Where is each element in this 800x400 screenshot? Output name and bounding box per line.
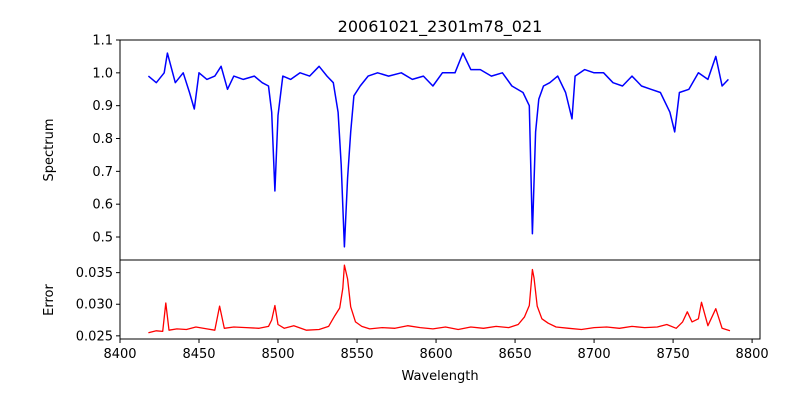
wavelength-x-tick-label: 8600: [420, 347, 453, 362]
error-ylabel: Error: [42, 284, 57, 316]
spectrum-y-tick-label: 0.5: [92, 231, 113, 246]
error-y-tick-label: 0.025: [76, 329, 113, 344]
spectrum-line: [147, 52, 729, 248]
wavelength-x-tick-label: 8750: [657, 347, 690, 362]
chart-title: 20061021_2301m78_021: [338, 17, 543, 37]
error-axes-frame: [119, 259, 761, 340]
wavelength-x-tick-label: 8700: [578, 347, 611, 362]
wavelength-x-tick-label: 8450: [182, 347, 215, 362]
error-y-ticks: 0.025 0.030 0.035: [76, 266, 120, 344]
spectrum-panel: 0.5 0.6 0.7 0.8 0.9 1.0 1.1 Spectrum: [42, 34, 761, 261]
spectrum-y-tick-label: 1.0: [92, 66, 113, 81]
spectrum-y-tick-label: 0.6: [92, 198, 113, 213]
spectrum-y-tick-label: 0.8: [92, 132, 113, 147]
spectrum-y-ticks: 0.5 0.6 0.7 0.8 0.9 1.0 1.1: [92, 34, 120, 246]
error-y-tick-label: 0.035: [76, 266, 113, 281]
error-y-tick-label: 0.030: [76, 298, 113, 313]
error-panel: 0.025 0.030 0.035 8400 8450 8500 8550 8600 8650…: [42, 259, 769, 384]
wavelength-x-tick-label: 8800: [736, 347, 769, 362]
error-line: [148, 264, 731, 334]
wavelength-x-tick-label: 8650: [499, 347, 532, 362]
spectrum-y-tick-label: 1.1: [92, 34, 113, 49]
wavelength-x-tick-label: 8500: [261, 347, 294, 362]
spectrum-y-tick-label: 0.7: [92, 165, 113, 180]
wavelength-xlabel: Wavelength: [401, 369, 478, 384]
wavelength-x-tick-label: 8550: [340, 347, 373, 362]
wavelength-x-tick-label: 8400: [103, 347, 136, 362]
spectrum-y-tick-label: 0.9: [92, 99, 113, 114]
wavelength-x-ticks: 8400 8450 8500 8550 8600 8650 8700 8750 8800: [103, 339, 769, 362]
spectrum-ylabel: Spectrum: [42, 119, 57, 182]
